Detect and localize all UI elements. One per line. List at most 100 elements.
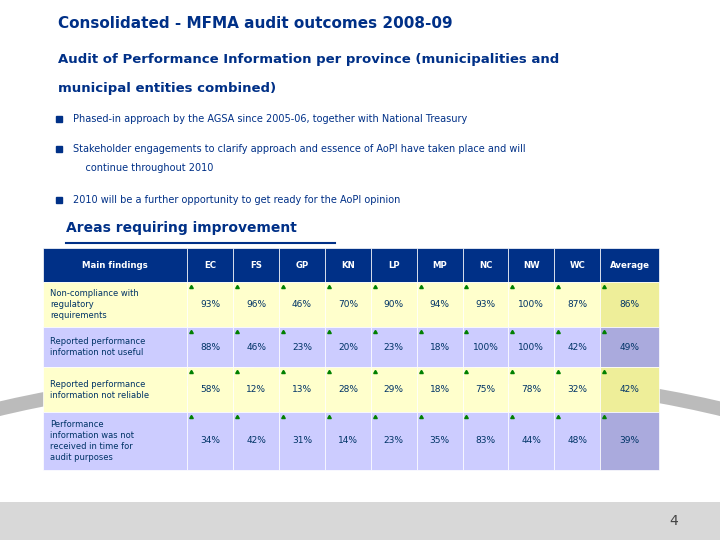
Text: WC: WC (570, 261, 585, 270)
Bar (600, 367, 659, 413)
Bar (187, 413, 233, 469)
Text: Phased-in approach by the AGSA since 2005-06, together with National Treasury: Phased-in approach by the AGSA since 200… (73, 114, 468, 124)
Text: 23%: 23% (384, 343, 404, 352)
Text: 88%: 88% (200, 343, 220, 352)
Bar (233, 367, 279, 413)
Bar (187, 248, 233, 282)
Bar (508, 367, 554, 413)
Text: municipal entities combined): municipal entities combined) (58, 82, 276, 95)
Text: 100%: 100% (472, 343, 498, 352)
Text: 100%: 100% (518, 343, 544, 352)
Text: MP: MP (432, 261, 447, 270)
Bar (554, 327, 600, 367)
Bar (417, 367, 462, 413)
Text: 75%: 75% (475, 386, 495, 394)
Bar (554, 248, 600, 282)
Text: 34%: 34% (200, 436, 220, 446)
Bar (600, 248, 659, 282)
Bar (325, 327, 371, 367)
Bar (279, 367, 325, 413)
Text: LP: LP (388, 261, 400, 270)
Bar (43, 413, 187, 469)
Bar (508, 327, 554, 367)
Text: 28%: 28% (338, 386, 358, 394)
Bar (508, 248, 554, 282)
Text: 4: 4 (669, 514, 678, 528)
Bar (417, 282, 462, 327)
Bar (371, 327, 417, 367)
Text: 23%: 23% (384, 436, 404, 446)
Text: 18%: 18% (430, 386, 450, 394)
Text: Non-compliance with
regulatory
requirements: Non-compliance with regulatory requireme… (50, 289, 138, 321)
Bar (371, 367, 417, 413)
Bar (417, 248, 462, 282)
Text: NW: NW (523, 261, 539, 270)
Text: 83%: 83% (475, 436, 495, 446)
Bar (325, 282, 371, 327)
Text: 46%: 46% (246, 343, 266, 352)
Text: 20%: 20% (338, 343, 358, 352)
Bar (43, 327, 187, 367)
Bar (187, 367, 233, 413)
Bar (462, 327, 508, 367)
Text: FS: FS (250, 261, 262, 270)
Text: 32%: 32% (567, 386, 588, 394)
Bar (600, 327, 659, 367)
Text: 14%: 14% (338, 436, 358, 446)
Bar (462, 413, 508, 469)
Text: KN: KN (341, 261, 355, 270)
Text: 18%: 18% (430, 343, 450, 352)
Bar (600, 282, 659, 327)
Text: 70%: 70% (338, 300, 358, 309)
Text: 42%: 42% (620, 386, 639, 394)
Text: 42%: 42% (246, 436, 266, 446)
Text: 78%: 78% (521, 386, 541, 394)
Bar (279, 282, 325, 327)
Bar (462, 282, 508, 327)
Text: 42%: 42% (567, 343, 587, 352)
Bar (43, 248, 187, 282)
Text: 93%: 93% (200, 300, 220, 309)
Text: 86%: 86% (619, 300, 639, 309)
Bar (417, 327, 462, 367)
Text: 12%: 12% (246, 386, 266, 394)
Text: 2010 will be a further opportunity to get ready for the AoPI opinion: 2010 will be a further opportunity to ge… (73, 195, 401, 205)
Text: 96%: 96% (246, 300, 266, 309)
Bar (554, 282, 600, 327)
Bar (508, 282, 554, 327)
Text: 48%: 48% (567, 436, 588, 446)
Text: Consolidated - MFMA audit outcomes 2008-09: Consolidated - MFMA audit outcomes 2008-… (58, 16, 452, 31)
Text: Audit of Performance Information per province (municipalities and: Audit of Performance Information per pro… (58, 53, 559, 66)
Bar (279, 327, 325, 367)
Text: continue throughout 2010: continue throughout 2010 (73, 164, 214, 173)
Bar (325, 367, 371, 413)
Text: 100%: 100% (518, 300, 544, 309)
Text: Main findings: Main findings (82, 261, 148, 270)
Text: 44%: 44% (521, 436, 541, 446)
Text: 29%: 29% (384, 386, 404, 394)
Bar (325, 413, 371, 469)
Bar (508, 413, 554, 469)
Bar (371, 413, 417, 469)
Bar (233, 248, 279, 282)
Text: Areas requiring improvement: Areas requiring improvement (66, 220, 297, 234)
Text: 39%: 39% (619, 436, 639, 446)
Text: GP: GP (295, 261, 309, 270)
Bar (233, 282, 279, 327)
Bar (417, 413, 462, 469)
Bar (279, 248, 325, 282)
Text: 23%: 23% (292, 343, 312, 352)
Bar (233, 413, 279, 469)
Bar (600, 413, 659, 469)
Text: 35%: 35% (430, 436, 450, 446)
Bar (187, 327, 233, 367)
Text: 31%: 31% (292, 436, 312, 446)
Bar (554, 413, 600, 469)
Text: 87%: 87% (567, 300, 588, 309)
Bar (371, 248, 417, 282)
Bar (43, 367, 187, 413)
Text: 46%: 46% (292, 300, 312, 309)
Bar (462, 248, 508, 282)
Text: 13%: 13% (292, 386, 312, 394)
Bar (187, 282, 233, 327)
